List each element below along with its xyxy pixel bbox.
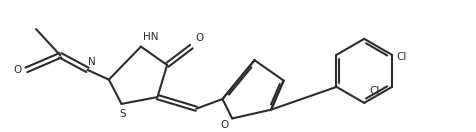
Text: HN: HN — [143, 32, 158, 42]
Text: S: S — [119, 109, 126, 119]
Text: N: N — [89, 57, 96, 67]
Text: O: O — [13, 65, 21, 75]
Text: Cl: Cl — [368, 86, 379, 96]
Text: O: O — [195, 33, 203, 43]
Text: Cl: Cl — [396, 52, 407, 62]
Text: O: O — [219, 120, 228, 130]
